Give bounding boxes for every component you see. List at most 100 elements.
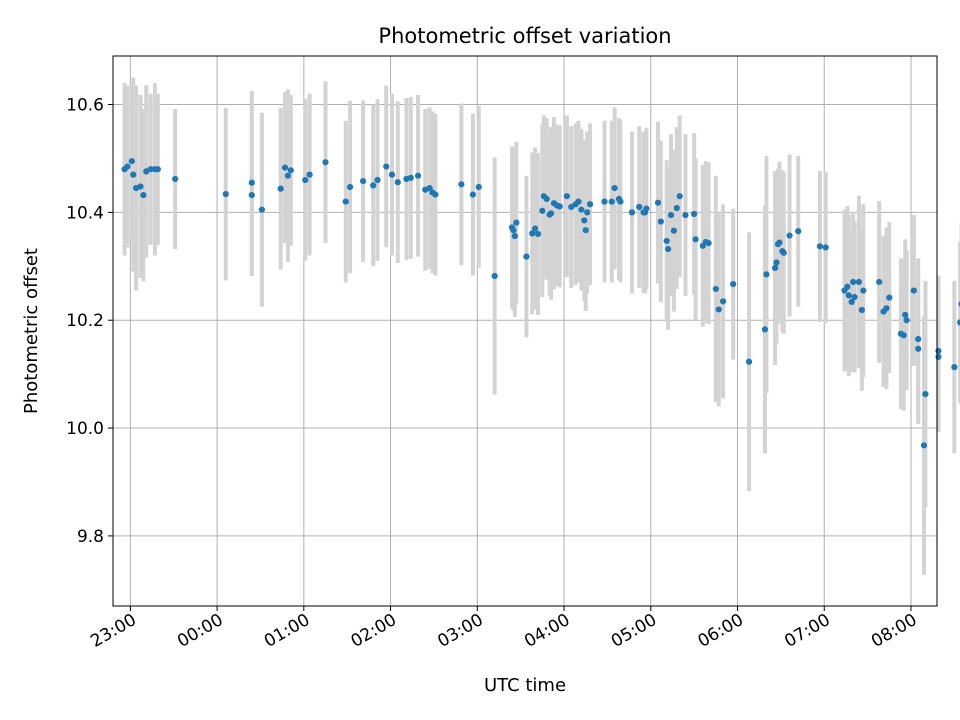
data-point bbox=[394, 179, 401, 186]
data-point bbox=[657, 218, 664, 225]
data-point bbox=[643, 205, 650, 212]
data-point bbox=[513, 219, 520, 226]
data-point bbox=[222, 190, 229, 198]
data-point bbox=[776, 239, 783, 246]
data-point bbox=[248, 192, 255, 199]
data-point bbox=[523, 253, 530, 260]
data-point bbox=[910, 287, 917, 294]
data-point bbox=[137, 183, 144, 190]
data-point bbox=[745, 358, 753, 365]
data-point bbox=[547, 210, 555, 217]
data-point bbox=[900, 332, 907, 339]
data-point bbox=[673, 204, 680, 212]
data-point bbox=[322, 159, 329, 166]
data-point bbox=[383, 163, 390, 170]
data-point bbox=[886, 294, 893, 301]
data-point bbox=[663, 237, 670, 245]
data-point bbox=[761, 326, 769, 333]
data-point bbox=[491, 272, 498, 280]
data-point bbox=[920, 442, 928, 449]
data-point bbox=[370, 182, 377, 189]
data-point bbox=[539, 207, 546, 214]
data-point bbox=[432, 191, 439, 198]
data-point bbox=[248, 179, 255, 186]
y-tick-label: 10.4 bbox=[66, 203, 104, 223]
data-point bbox=[670, 227, 677, 234]
data-point bbox=[124, 163, 131, 170]
data-point bbox=[172, 175, 179, 183]
data-point bbox=[715, 306, 722, 313]
data-point bbox=[388, 171, 396, 178]
data-point bbox=[563, 193, 571, 200]
data-point bbox=[534, 230, 542, 238]
data-point bbox=[922, 390, 929, 398]
data-point bbox=[795, 228, 802, 235]
data-point bbox=[691, 210, 698, 218]
data-point bbox=[665, 245, 672, 253]
data-point bbox=[667, 211, 675, 219]
data-point bbox=[705, 240, 712, 247]
data-point bbox=[692, 236, 699, 243]
data-point bbox=[287, 167, 294, 174]
data-point bbox=[128, 158, 135, 165]
data-point bbox=[957, 319, 960, 326]
data-point bbox=[346, 183, 354, 191]
data-point bbox=[556, 203, 563, 210]
data-point bbox=[786, 232, 793, 239]
data-point bbox=[845, 292, 852, 299]
data-point bbox=[147, 166, 154, 173]
data-point bbox=[258, 206, 265, 213]
data-point bbox=[773, 259, 780, 266]
data-point bbox=[475, 183, 482, 191]
data-point bbox=[903, 317, 910, 324]
data-point bbox=[848, 298, 855, 305]
data-point bbox=[130, 171, 137, 178]
data-point bbox=[915, 345, 922, 352]
data-point bbox=[277, 185, 284, 192]
data-point bbox=[306, 171, 313, 178]
data-points bbox=[121, 158, 960, 449]
data-point bbox=[581, 217, 588, 224]
y-tick-label: 9.8 bbox=[77, 527, 104, 547]
data-point bbox=[676, 193, 683, 200]
data-point bbox=[140, 192, 147, 199]
data-point bbox=[719, 298, 727, 305]
y-tick-label: 10.6 bbox=[66, 96, 104, 116]
data-point bbox=[844, 283, 851, 290]
data-point bbox=[682, 211, 689, 219]
data-point bbox=[816, 243, 824, 250]
data-point bbox=[763, 271, 770, 278]
data-point bbox=[860, 287, 867, 294]
data-point bbox=[154, 166, 161, 173]
y-tick-label: 10.0 bbox=[66, 419, 104, 439]
data-point bbox=[342, 198, 349, 205]
data-point bbox=[935, 347, 942, 355]
data-point bbox=[883, 305, 890, 312]
data-point bbox=[951, 364, 958, 371]
data-point bbox=[414, 172, 422, 179]
plot-frame bbox=[112, 55, 938, 607]
y-axis-label: Photometric offset bbox=[21, 248, 42, 414]
data-point bbox=[469, 191, 477, 198]
data-point bbox=[730, 280, 737, 288]
data-point bbox=[529, 230, 536, 237]
data-point bbox=[915, 335, 922, 343]
data-point bbox=[850, 278, 857, 286]
data-point bbox=[822, 244, 829, 251]
data-point bbox=[374, 176, 381, 184]
data-point bbox=[771, 264, 779, 272]
data-point bbox=[654, 199, 662, 206]
data-point bbox=[876, 278, 883, 286]
data-point bbox=[302, 176, 309, 184]
data-point bbox=[780, 249, 787, 256]
data-point bbox=[608, 198, 615, 205]
data-point bbox=[575, 198, 582, 205]
data-point bbox=[584, 209, 591, 216]
data-point bbox=[712, 285, 719, 293]
data-point bbox=[407, 174, 414, 181]
data-point bbox=[578, 206, 585, 213]
data-point bbox=[511, 232, 518, 240]
data-point bbox=[543, 195, 550, 202]
data-point bbox=[858, 306, 865, 314]
data-point bbox=[582, 227, 589, 234]
